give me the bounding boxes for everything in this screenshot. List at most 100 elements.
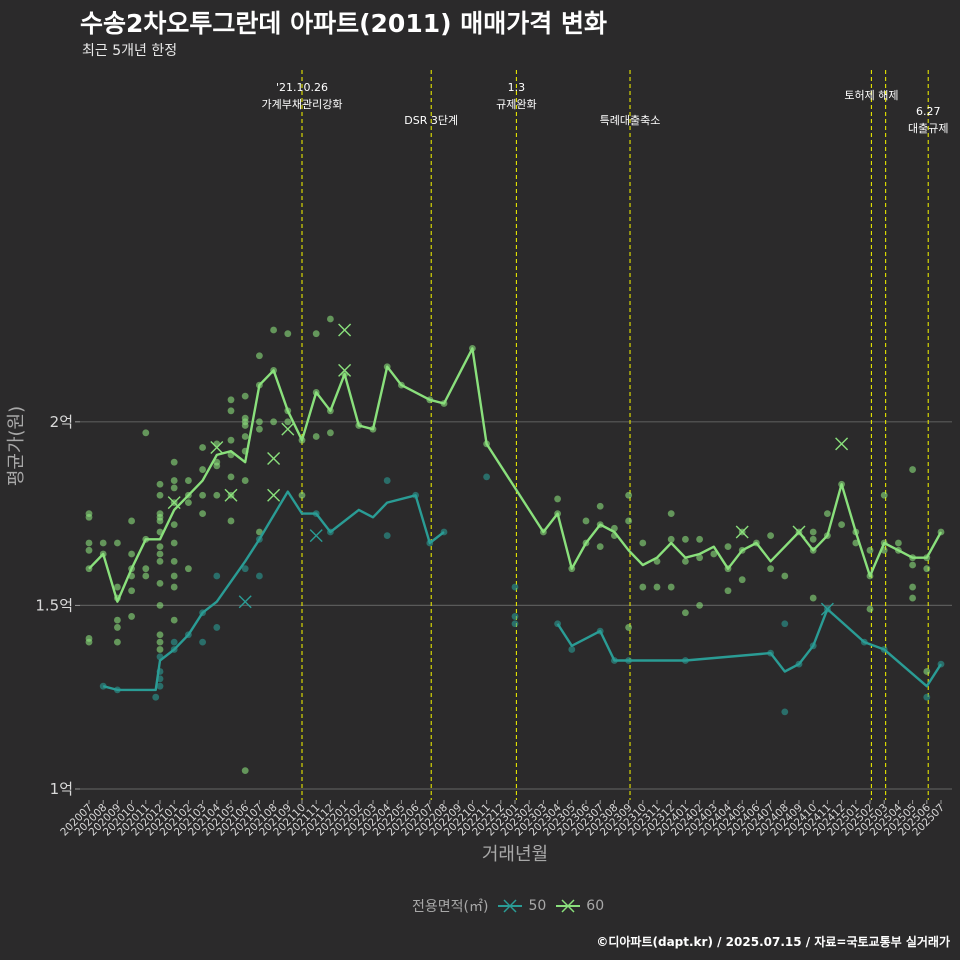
point-50 bbox=[568, 646, 576, 653]
legend-item-60: 60 bbox=[556, 898, 604, 914]
cross-60 bbox=[267, 452, 281, 466]
cross-stroke bbox=[238, 595, 252, 609]
point-60 bbox=[256, 418, 263, 426]
point-60 bbox=[809, 535, 817, 543]
point-60 bbox=[895, 539, 902, 547]
legend: 전용면적(㎡) 50 60 bbox=[412, 896, 604, 916]
point-50 bbox=[781, 708, 789, 716]
cross-60 bbox=[835, 437, 849, 451]
cross-50 bbox=[820, 602, 834, 616]
point-60 bbox=[284, 418, 292, 426]
point-60 bbox=[227, 396, 235, 404]
y-axis-ticks: 1억 1.5억 2억 bbox=[35, 413, 80, 798]
point-60 bbox=[710, 550, 718, 558]
point-60 bbox=[582, 517, 590, 525]
point-60 bbox=[909, 594, 916, 602]
cross-60 bbox=[338, 363, 352, 377]
y-tick-label: 1억 bbox=[50, 780, 73, 798]
cross-60 bbox=[267, 488, 281, 502]
point-60 bbox=[724, 543, 732, 551]
event-label: 토허제 해제 bbox=[844, 88, 898, 102]
event-label: 6.27 bbox=[916, 105, 941, 118]
y-tick-label: 1.5억 bbox=[35, 596, 73, 614]
cross-stroke bbox=[167, 496, 181, 510]
point-50 bbox=[213, 572, 221, 580]
point-50 bbox=[213, 624, 221, 631]
point-60 bbox=[156, 602, 164, 609]
point-60 bbox=[156, 557, 164, 565]
point-60 bbox=[185, 565, 192, 573]
legend-label-60: 60 bbox=[586, 898, 605, 914]
point-60 bbox=[696, 602, 703, 609]
point-60 bbox=[596, 502, 604, 510]
point-60 bbox=[270, 326, 277, 334]
point-60 bbox=[156, 491, 164, 499]
point-60 bbox=[809, 594, 817, 602]
point-60 bbox=[114, 539, 121, 547]
point-50 bbox=[511, 583, 519, 591]
point-60 bbox=[185, 477, 192, 484]
point-50 bbox=[199, 638, 207, 646]
point-60 bbox=[128, 517, 136, 525]
cross-60 bbox=[167, 496, 181, 510]
point-60 bbox=[824, 510, 831, 518]
point-60 bbox=[327, 315, 334, 323]
point-60 bbox=[852, 539, 860, 547]
point-60 bbox=[85, 546, 93, 554]
point-60 bbox=[241, 477, 249, 484]
cross-stroke bbox=[309, 529, 323, 543]
point-60 bbox=[227, 436, 235, 444]
point-60 bbox=[156, 631, 164, 639]
point-60 bbox=[213, 491, 221, 499]
point-60 bbox=[241, 767, 249, 775]
point-60 bbox=[625, 517, 632, 525]
cross-60 bbox=[735, 525, 749, 539]
point-50 bbox=[152, 693, 160, 701]
point-60 bbox=[128, 613, 136, 620]
point-60 bbox=[554, 495, 561, 503]
point-60 bbox=[781, 572, 789, 580]
point-60 bbox=[909, 583, 916, 591]
point-60 bbox=[156, 543, 164, 551]
point-60 bbox=[909, 561, 916, 569]
y-axis-label: 평균가(원) bbox=[6, 406, 27, 486]
line-50 bbox=[102, 490, 943, 692]
point-60 bbox=[170, 557, 178, 565]
point-60 bbox=[170, 458, 178, 466]
cross-stroke bbox=[735, 525, 749, 539]
point-60 bbox=[85, 539, 93, 547]
point-60 bbox=[682, 535, 689, 543]
point-60 bbox=[170, 583, 178, 591]
cross-stroke bbox=[224, 488, 238, 502]
legend-item-50: 50 bbox=[498, 898, 546, 914]
point-60 bbox=[923, 668, 931, 675]
point-60 bbox=[639, 583, 647, 591]
cross-60 bbox=[224, 488, 238, 502]
event-label: 가계부채관리강화 bbox=[262, 98, 343, 111]
cross-stroke bbox=[338, 363, 352, 377]
point-60 bbox=[142, 429, 150, 437]
chart-title: 수송2차오투그란데 아파트(2011) 매매가격 변화 bbox=[80, 9, 607, 38]
point-60 bbox=[99, 539, 107, 547]
cross-markers bbox=[167, 323, 849, 616]
point-60 bbox=[241, 433, 249, 440]
point-60 bbox=[809, 528, 817, 536]
point-60 bbox=[128, 550, 136, 558]
event-label: DSR 3단계 bbox=[404, 114, 458, 127]
point-50 bbox=[170, 638, 178, 646]
point-60 bbox=[128, 587, 136, 595]
cross-stroke bbox=[281, 422, 295, 436]
point-60 bbox=[199, 466, 207, 473]
event-lines bbox=[301, 70, 929, 800]
point-60 bbox=[256, 425, 263, 433]
point-60 bbox=[312, 330, 320, 338]
cross-stroke bbox=[338, 323, 352, 337]
point-60 bbox=[85, 638, 93, 646]
point-60 bbox=[170, 616, 178, 624]
point-50 bbox=[383, 477, 391, 484]
point-50 bbox=[511, 613, 519, 620]
point-60 bbox=[923, 565, 931, 573]
point-60 bbox=[142, 572, 150, 580]
point-60 bbox=[639, 539, 647, 547]
point-60 bbox=[156, 480, 164, 488]
